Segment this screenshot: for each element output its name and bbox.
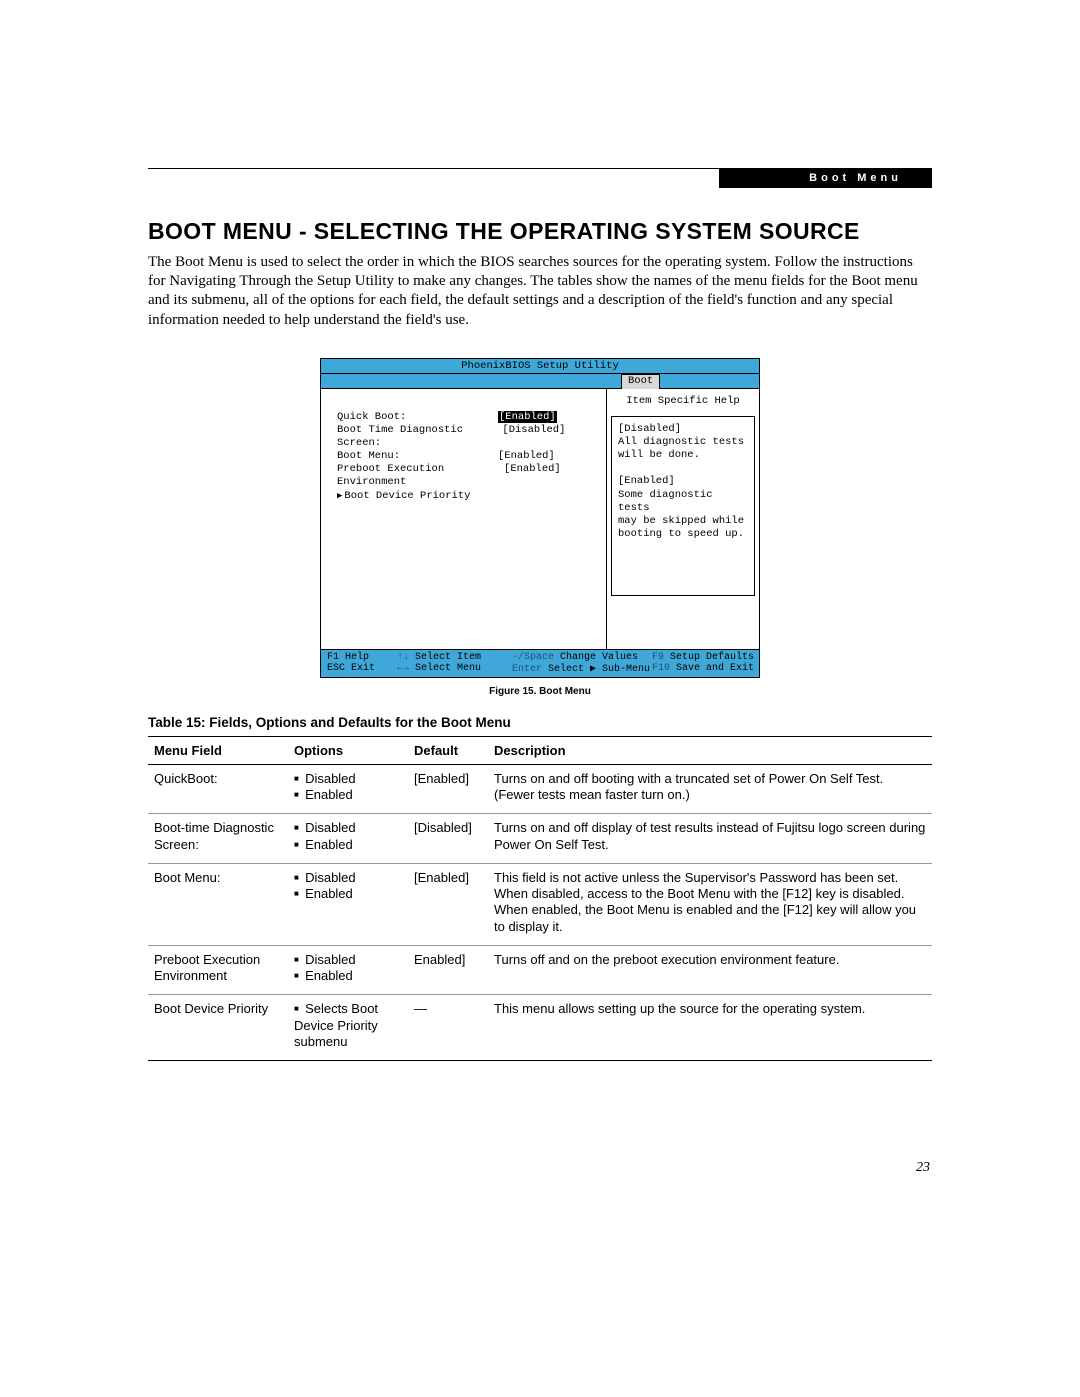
bios-help-line — [618, 462, 748, 475]
table-cell-default: [Disabled] — [408, 814, 488, 864]
table-cell-default: — — [408, 995, 488, 1061]
table-row: Boot Menu:DisabledEnabled[Enabled]This f… — [148, 863, 932, 945]
bios-field-value — [498, 490, 568, 503]
table-cell-field: Boot Menu: — [148, 863, 288, 945]
bios-footer-cell: ←→ Select Menu — [397, 663, 512, 675]
bios-field-row: Boot Menu: [Enabled] — [337, 450, 596, 463]
option-item: Disabled — [294, 820, 402, 836]
bios-footer-cell: ↑↓ Select Item — [397, 652, 512, 663]
bios-tab-boot: Boot — [621, 374, 660, 389]
option-item: Enabled — [294, 787, 402, 803]
bios-field-row: Preboot Execution Environment[Enabled] — [337, 463, 596, 489]
option-item: Disabled — [294, 771, 402, 787]
bios-help-pane: Item Specific Help [Disabled]All diagnos… — [607, 389, 759, 649]
table-row: QuickBoot:DisabledEnabled[Enabled]Turns … — [148, 764, 932, 814]
bios-help-line: All diagnostic tests — [618, 436, 748, 449]
table-row: Boot Device PrioritySelects Boot Device … — [148, 995, 932, 1061]
header-tag: Boot Menu — [719, 168, 932, 188]
bios-screenshot: PhoenixBIOS Setup Utility Boot Quick Boo… — [320, 358, 760, 678]
page-number: 23 — [916, 1160, 930, 1176]
table-cell-description: This field is not active unless the Supe… — [488, 863, 932, 945]
bios-help-box: [Disabled]All diagnostic testswill be do… — [611, 416, 755, 596]
table-cell-field: Boot-time Diagnostic Screen: — [148, 814, 288, 864]
bios-fields-pane: Quick Boot:[Enabled]Boot Time Diagnostic… — [321, 389, 607, 649]
bios-help-line: [Enabled] — [618, 475, 748, 488]
bios-footer-cell: Enter Select ▶ Sub-Menu — [512, 663, 652, 675]
options-table: Menu FieldOptionsDefaultDescription Quic… — [148, 736, 932, 1061]
bios-footer: F1 Help↑↓ Select Item-/Space Change Valu… — [321, 649, 759, 677]
bios-footer-cell: F1 Help — [327, 652, 397, 663]
bios-footer-cell: -/Space Change Values — [512, 652, 652, 663]
table-row: Boot-time Diagnostic Screen:DisabledEnab… — [148, 814, 932, 864]
table-header-cell: Description — [488, 736, 932, 764]
option-item: Selects Boot Device Priority submenu — [294, 1001, 402, 1050]
table-header-cell: Options — [288, 736, 408, 764]
bios-help-line: booting to speed up. — [618, 528, 748, 541]
table-row: Preboot Execution EnvironmentDisabledEna… — [148, 945, 932, 995]
bios-field-label: Boot Time Diagnostic Screen: — [337, 424, 502, 450]
table-header-cell: Default — [408, 736, 488, 764]
bios-field-row: Boot Time Diagnostic Screen:[Disabled] — [337, 424, 596, 450]
table-cell-options: DisabledEnabled — [288, 814, 408, 864]
table-cell-default: [Enabled] — [408, 863, 488, 945]
table-cell-field: Preboot Execution Environment — [148, 945, 288, 995]
table-cell-default: [Enabled] — [408, 764, 488, 814]
option-item: Enabled — [294, 837, 402, 853]
bios-tab-bar: Boot — [321, 374, 759, 389]
page-title: BOOT MENU - SELECTING THE OPERATING SYST… — [148, 218, 932, 245]
table-cell-field: QuickBoot: — [148, 764, 288, 814]
bios-field-label: Preboot Execution Environment — [337, 463, 504, 489]
bios-field-value: [Disabled] — [502, 424, 568, 450]
bios-footer-cell: ESC Exit — [327, 663, 397, 675]
table-cell-description: Turns on and off booting with a truncate… — [488, 764, 932, 814]
table-cell-options: DisabledEnabled — [288, 945, 408, 995]
bios-field-value: [Enabled] — [504, 463, 568, 489]
figure-caption: Figure 15. Boot Menu — [148, 686, 932, 697]
table-cell-field: Boot Device Priority — [148, 995, 288, 1061]
table-cell-description: Turns off and on the preboot execution e… — [488, 945, 932, 995]
option-item: Disabled — [294, 952, 402, 968]
table-cell-options: DisabledEnabled — [288, 764, 408, 814]
bios-help-line: may be skipped while — [618, 515, 748, 528]
table-cell-description: This menu allows setting up the source f… — [488, 995, 932, 1061]
bios-utility-title: PhoenixBIOS Setup Utility — [321, 359, 759, 374]
header-rule: Boot Menu — [148, 168, 932, 190]
bios-help-line: will be done. — [618, 449, 748, 462]
bios-field-row: Quick Boot: [Enabled] — [337, 411, 596, 424]
bios-footer-cell: F9 Setup Defaults — [652, 652, 767, 663]
bios-field-value: [Enabled] — [498, 450, 568, 463]
bios-field-label: Boot Device Priority — [337, 490, 470, 503]
option-item: Enabled — [294, 968, 402, 984]
table-header-cell: Menu Field — [148, 736, 288, 764]
bios-help-title: Item Specific Help — [615, 395, 751, 408]
table-cell-options: DisabledEnabled — [288, 863, 408, 945]
bios-field-value: [Enabled] — [498, 411, 568, 424]
table-cell-description: Turns on and off display of test results… — [488, 814, 932, 864]
bios-field-label: Boot Menu: — [337, 450, 400, 463]
table-cell-default: Enabled] — [408, 945, 488, 995]
option-item: Enabled — [294, 886, 402, 902]
option-item: Disabled — [294, 870, 402, 886]
table-cell-options: Selects Boot Device Priority submenu — [288, 995, 408, 1061]
bios-help-line: Some diagnostic tests — [618, 489, 748, 515]
bios-help-line: [Disabled] — [618, 423, 748, 436]
intro-paragraph: The Boot Menu is used to select the orde… — [148, 253, 932, 330]
bios-footer-cell: F10 Save and Exit — [652, 663, 767, 675]
table-caption: Table 15: Fields, Options and Defaults f… — [148, 715, 932, 730]
bios-field-label: Quick Boot: — [337, 411, 406, 424]
bios-field-row: Boot Device Priority — [337, 490, 596, 503]
